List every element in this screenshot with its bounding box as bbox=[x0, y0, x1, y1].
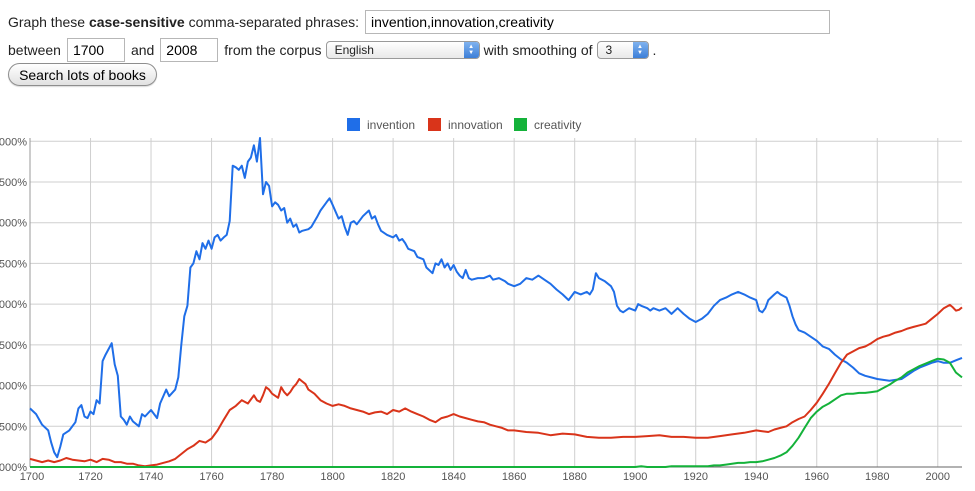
and-label: and bbox=[130, 42, 155, 58]
between-label: between bbox=[8, 42, 61, 58]
y-tick-label: 500% bbox=[0, 258, 27, 270]
x-tick-label: 2000 bbox=[926, 471, 950, 483]
phrases-input-value: invention,innovation,creativity bbox=[371, 14, 554, 30]
x-tick-label: 1860 bbox=[502, 471, 526, 483]
series-line-innovation bbox=[29, 303, 963, 468]
phrases-label-emphasis: case-sensitive bbox=[88, 14, 185, 30]
y-tick-label: 000% bbox=[0, 462, 27, 474]
chart-legend: invention innovation creativity bbox=[347, 118, 581, 132]
chart-series bbox=[29, 137, 963, 468]
corpus-select[interactable]: English ▲ ▼ bbox=[325, 41, 480, 59]
options-row: between 1700 and 2008 from the corpus En… bbox=[8, 36, 656, 64]
y-tick-label: 000% bbox=[0, 299, 27, 311]
smoothing-select[interactable]: 3 ▲ ▼ bbox=[596, 41, 649, 59]
corpus-select-value: English bbox=[334, 43, 374, 57]
legend-swatch-innovation bbox=[428, 118, 441, 131]
y-tick-label: 500% bbox=[0, 340, 27, 352]
x-tick-label: 1760 bbox=[199, 471, 223, 483]
x-tick-label: 1820 bbox=[381, 471, 405, 483]
x-tick-label: 1940 bbox=[744, 471, 768, 483]
select-arrows-icon: ▲ ▼ bbox=[463, 42, 479, 58]
y-axis-ticks: 000% 500% 000% 500% 000% 500% 000% 500% 000% bbox=[0, 136, 27, 474]
to-year-input[interactable]: 2008 bbox=[160, 38, 219, 62]
x-tick-label: 1800 bbox=[320, 471, 344, 483]
phrases-label-prefix: Graph these bbox=[8, 14, 86, 30]
chart-grid bbox=[29, 138, 962, 468]
x-axis-ticks: 1700 1720 1740 1760 1780 1800 1820 1840 1860 1880… bbox=[20, 471, 950, 483]
from-year-value: 1700 bbox=[72, 42, 105, 58]
legend-label-invention: invention bbox=[367, 118, 415, 132]
legend-swatch-invention bbox=[347, 118, 360, 131]
phrases-label-suffix: comma-separated phrases: bbox=[188, 14, 359, 30]
x-tick-label: 1920 bbox=[683, 471, 707, 483]
x-tick-label: 1840 bbox=[441, 471, 465, 483]
x-tick-label: 1900 bbox=[623, 471, 647, 483]
x-tick-label: 1980 bbox=[865, 471, 889, 483]
search-books-button[interactable]: Search lots of books bbox=[8, 63, 157, 86]
smoothing-select-value: 3 bbox=[605, 43, 613, 57]
y-tick-label: 500% bbox=[0, 421, 27, 433]
x-tick-label: 1720 bbox=[78, 471, 102, 483]
legend-label-creativity: creativity bbox=[534, 118, 581, 132]
end-punctuation: . bbox=[652, 42, 657, 58]
x-tick-label: 1960 bbox=[805, 471, 829, 483]
legend-label-innovation: innovation bbox=[448, 118, 503, 132]
from-year-input[interactable]: 1700 bbox=[66, 38, 125, 62]
y-tick-label: 000% bbox=[0, 218, 27, 230]
to-year-value: 2008 bbox=[166, 42, 198, 58]
select-arrows-icon: ▲ ▼ bbox=[632, 42, 648, 58]
x-tick-label: 1880 bbox=[562, 471, 586, 483]
x-tick-label: 1700 bbox=[20, 471, 44, 483]
y-tick-label: 500% bbox=[0, 177, 27, 189]
x-tick-label: 1780 bbox=[260, 471, 284, 483]
series-line-creativity bbox=[30, 357, 963, 468]
legend-swatch-creativity bbox=[514, 118, 527, 131]
y-tick-label: 000% bbox=[0, 381, 27, 393]
phrases-input[interactable]: invention,innovation,creativity bbox=[365, 10, 830, 34]
y-tick-label: 000% bbox=[0, 136, 27, 148]
smoothing-label: with smoothing of bbox=[483, 42, 593, 58]
query-row: Graph these case-sensitive comma-separat… bbox=[8, 9, 830, 35]
x-tick-label: 1740 bbox=[139, 471, 163, 483]
series-line-invention bbox=[29, 137, 963, 459]
corpus-label: from the corpus bbox=[224, 42, 322, 58]
